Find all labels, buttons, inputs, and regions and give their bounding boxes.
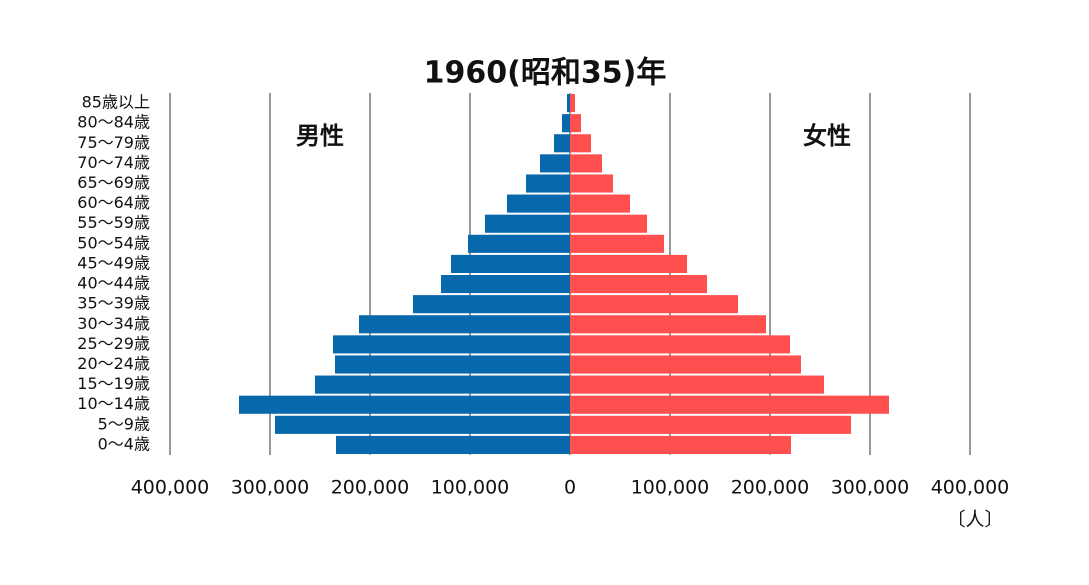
x-tick-label: 200,000 [731,477,810,499]
bar [570,234,664,253]
x-tick-label: 300,000 [831,477,910,499]
bar [570,214,647,233]
category-label: 20〜24歳 [77,354,150,373]
legend-label: 男性 [296,122,344,150]
x-tick-label: 400,000 [931,477,1010,499]
bar [570,375,824,394]
category-label: 5〜9歳 [98,414,150,433]
bar [570,435,791,454]
bar [507,194,570,213]
x-tick-label: 200,000 [331,477,410,499]
bars [239,94,889,454]
bar [359,315,570,334]
bar [335,355,570,374]
category-label: 40〜44歳 [77,274,150,293]
bar [239,395,570,414]
category-label: 55〜59歳 [77,213,150,232]
bar [570,194,630,213]
bar [333,335,570,354]
bar [413,295,570,314]
category-label: 0〜4歳 [98,434,150,453]
bar [570,295,738,314]
category-label: 70〜74歳 [77,153,150,172]
chart-title: 1960(昭和35)年 [424,56,667,91]
bar [570,94,575,113]
x-tick-label: 100,000 [631,477,710,499]
x-tick-label: 400,000 [131,477,210,499]
category-label: 35〜39歳 [77,294,150,313]
bar [570,355,801,374]
bar [570,254,687,273]
x-tick-label: 0 [564,477,576,499]
bar [567,94,570,113]
bar [570,134,591,153]
category-label: 25〜29歳 [77,334,150,353]
category-label: 10〜14歳 [77,394,150,413]
category-label: 30〜34歳 [77,314,150,333]
bar [570,174,613,193]
bar [540,154,570,173]
bar [562,114,570,133]
x-tick-label: 100,000 [431,477,510,499]
category-label: 50〜54歳 [77,233,150,252]
bar [570,315,766,334]
bar [570,154,602,173]
grid [169,93,971,455]
bar [570,415,851,434]
category-label: 85歳以上 [82,93,150,112]
bar [570,114,581,133]
bar [451,254,570,273]
category-label: 75〜79歳 [77,133,150,152]
category-label: 65〜69歳 [77,173,150,192]
x-tick-label: 300,000 [231,477,310,499]
bar [336,435,570,454]
bar [554,134,570,153]
bar [570,275,707,294]
category-label: 80〜84歳 [77,113,150,132]
bar [570,395,889,414]
category-label: 45〜49歳 [77,253,150,272]
bar [526,174,570,193]
category-label: 60〜64歳 [77,193,150,212]
bar [468,234,570,253]
category-label: 15〜19歳 [77,374,150,393]
bar [275,415,570,434]
unit-label: 〔人〕 [946,509,1003,531]
bar [570,335,790,354]
bar [315,375,570,394]
bar [441,275,570,294]
bar [485,214,570,233]
legend-label: 女性 [803,122,851,150]
